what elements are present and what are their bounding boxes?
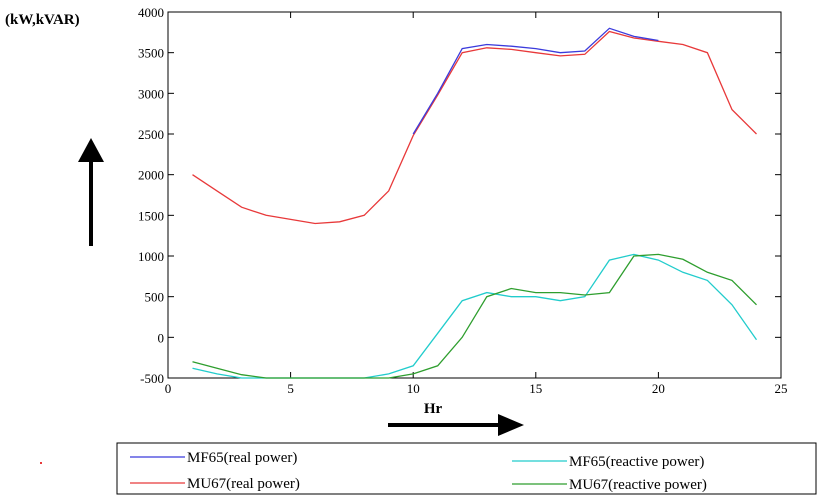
y-tick-label: 4000 xyxy=(138,5,164,20)
x-tick-label: 25 xyxy=(775,381,788,396)
series-line-3 xyxy=(192,253,757,379)
x-tick-label: 20 xyxy=(652,381,665,396)
y-tick-label: 1000 xyxy=(138,249,164,264)
y-tick-label: 2000 xyxy=(138,168,164,183)
legend-label: MF65(reactive power) xyxy=(569,454,704,470)
legend-label: MF65(real power) xyxy=(187,450,297,466)
legend-label: MU67(reactive power) xyxy=(569,477,707,493)
y-tick-label: 500 xyxy=(145,290,165,305)
y-tick-label: 3500 xyxy=(138,46,164,61)
legend-label: MU67(real power) xyxy=(187,476,300,492)
plot-area xyxy=(167,11,782,379)
y-tick-label: 3000 xyxy=(138,86,164,101)
series-line-0 xyxy=(412,27,659,135)
y-tick-label: 1500 xyxy=(138,208,164,223)
x-tick-label: 5 xyxy=(287,381,294,396)
right-arrow-icon xyxy=(388,414,524,436)
y-tick-label: -500 xyxy=(140,371,164,386)
series-line-1 xyxy=(192,30,757,225)
x-tick-label: 10 xyxy=(407,381,420,396)
x-tick-label: 15 xyxy=(529,381,542,396)
y-axis-label: (kW,kVAR) xyxy=(5,12,80,28)
y-tick-label: 0 xyxy=(158,330,165,345)
legend: MF65(real power) MU67(real power) MF65(rea… xyxy=(116,442,817,495)
up-arrow-icon xyxy=(78,138,104,246)
red-dot-mark xyxy=(40,462,42,464)
x-tick-label: 0 xyxy=(165,381,172,396)
y-tick-label: 2500 xyxy=(138,127,164,142)
x-axis-label: Hr xyxy=(424,401,443,417)
